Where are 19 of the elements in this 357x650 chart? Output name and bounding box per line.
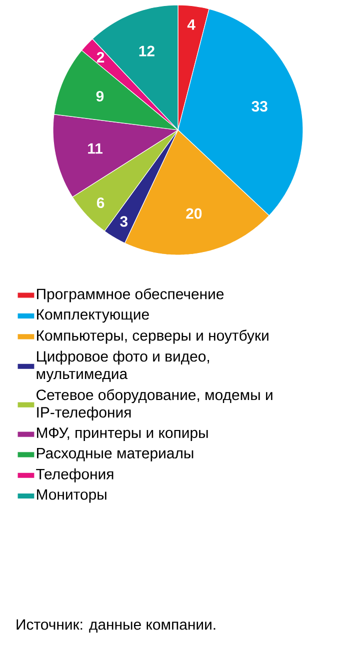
legend-label: Компьютеры, серверы и ноутбуки xyxy=(37,330,268,344)
data-label: 11 xyxy=(88,143,103,154)
legend-label: Программное обеспечение xyxy=(36,288,224,302)
data-label: 4 xyxy=(187,19,196,30)
legend-label: Цифровое фото и видео, мультимедиа xyxy=(36,350,210,382)
legend-label: Сетевое оборудование, модемы и IP-телефония xyxy=(36,389,272,421)
data-label: 33 xyxy=(252,100,268,112)
legend-label: МФУ, принтеры и копиры xyxy=(37,428,208,442)
data-label: 9 xyxy=(96,90,104,102)
legend-label: Комплектующие xyxy=(37,309,149,323)
data-label: 6 xyxy=(96,197,104,208)
legend-label: Мониторы xyxy=(37,489,106,503)
text: Источник: данные компании. xyxy=(16,619,216,633)
data-label: 3 xyxy=(120,216,128,227)
legend-label: Расходные материалы xyxy=(37,448,194,462)
data-label: 20 xyxy=(186,208,202,219)
legend-label: Телефония xyxy=(36,468,114,482)
data-label: 12 xyxy=(139,46,154,56)
data-label: 2 xyxy=(96,52,104,62)
